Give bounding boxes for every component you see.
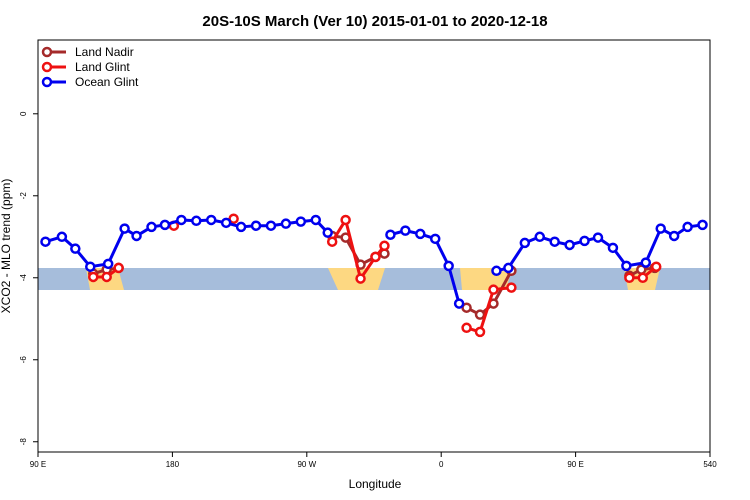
point bbox=[655, 223, 666, 234]
y-axis-label: XCO2 - MLO trend (ppm) bbox=[0, 179, 13, 314]
point bbox=[650, 261, 662, 272]
point bbox=[265, 220, 277, 231]
point bbox=[637, 272, 649, 284]
y-tick-label: -2 bbox=[19, 192, 28, 200]
point bbox=[549, 236, 560, 247]
point bbox=[592, 232, 604, 243]
point bbox=[228, 213, 239, 224]
point bbox=[131, 230, 142, 242]
point bbox=[461, 322, 472, 334]
point bbox=[220, 217, 232, 229]
point bbox=[70, 243, 81, 254]
point bbox=[322, 227, 333, 238]
point bbox=[534, 231, 546, 243]
point bbox=[235, 221, 247, 233]
point bbox=[159, 219, 171, 231]
y-tick-label: 0 bbox=[19, 111, 28, 116]
point bbox=[119, 223, 130, 234]
point bbox=[682, 221, 693, 233]
point bbox=[491, 265, 502, 277]
point bbox=[488, 284, 499, 295]
point bbox=[101, 271, 112, 283]
point bbox=[461, 302, 472, 313]
point bbox=[310, 214, 322, 226]
point bbox=[113, 262, 124, 274]
point bbox=[564, 239, 575, 251]
point bbox=[146, 221, 157, 233]
point bbox=[370, 251, 381, 263]
plot-frame bbox=[37, 39, 711, 453]
legend-marker bbox=[41, 46, 53, 58]
legend-marker bbox=[41, 76, 53, 88]
point bbox=[88, 271, 99, 283]
legend-label: Land Glint bbox=[75, 60, 130, 74]
point bbox=[640, 257, 652, 268]
x-tick-label: 0 bbox=[439, 460, 444, 469]
x-tick-label: 180 bbox=[166, 460, 180, 469]
point bbox=[280, 218, 292, 229]
point bbox=[506, 282, 517, 293]
x-tick-label: 90 E bbox=[567, 460, 583, 469]
point bbox=[250, 220, 262, 231]
x-tick-label: 90 E bbox=[30, 460, 46, 469]
point bbox=[443, 260, 454, 272]
y-tick-label: -4 bbox=[19, 274, 28, 282]
point bbox=[579, 235, 590, 247]
point bbox=[668, 230, 680, 242]
y-tick-label: -6 bbox=[19, 356, 28, 364]
point bbox=[385, 229, 396, 240]
point bbox=[400, 225, 411, 236]
point bbox=[474, 326, 486, 338]
point bbox=[621, 260, 632, 272]
chart-title: 20S-10S March (Ver 10) 2015-01-01 to 202… bbox=[202, 13, 547, 30]
point bbox=[474, 309, 486, 320]
legend-label: Land Nadir bbox=[75, 45, 134, 59]
map-band bbox=[38, 268, 710, 290]
point bbox=[191, 215, 202, 227]
point bbox=[85, 261, 96, 272]
point bbox=[607, 242, 619, 254]
point bbox=[295, 216, 307, 227]
point bbox=[379, 240, 390, 252]
x-axis-label: Longitude bbox=[349, 477, 402, 491]
point bbox=[40, 236, 51, 247]
point bbox=[519, 237, 531, 249]
legend-label: Ocean Glint bbox=[75, 75, 139, 89]
legend-marker bbox=[41, 61, 53, 73]
point bbox=[56, 231, 68, 243]
point bbox=[340, 214, 351, 226]
y-tick-label: -8 bbox=[19, 438, 28, 446]
point bbox=[453, 298, 465, 309]
point bbox=[697, 219, 708, 231]
point bbox=[326, 236, 338, 247]
point bbox=[205, 214, 217, 226]
x-tick-label: 90 W bbox=[297, 460, 316, 469]
point bbox=[102, 258, 114, 270]
point bbox=[176, 214, 187, 226]
point bbox=[415, 228, 426, 240]
point bbox=[503, 262, 514, 274]
x-tick-label: 540 bbox=[703, 460, 717, 469]
point bbox=[355, 273, 366, 284]
point bbox=[624, 272, 635, 284]
point bbox=[429, 233, 441, 245]
